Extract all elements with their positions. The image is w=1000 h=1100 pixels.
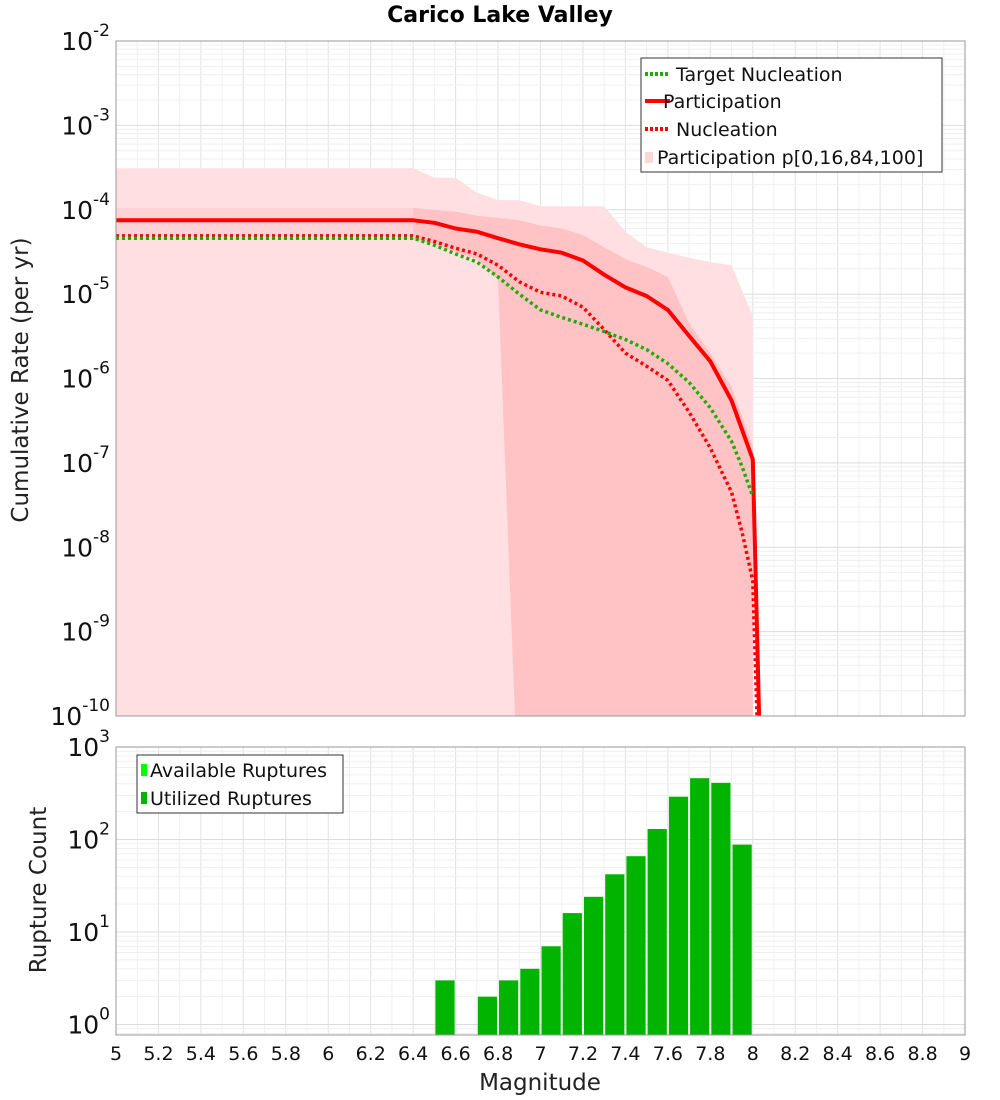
x-tick-label: 7.6 — [653, 1043, 683, 1065]
x-tick-label: 8.2 — [780, 1043, 810, 1065]
bar — [477, 996, 497, 1035]
bottom-y-axis-label: Rupture Count — [26, 807, 52, 973]
x-tick-label: 8.6 — [865, 1043, 895, 1065]
x-tick-label: 5 — [110, 1043, 122, 1065]
bar — [690, 778, 710, 1035]
bottom-y-ticks: 100 101 102 103 — [67, 727, 110, 1040]
x-tick-label: 5.8 — [271, 1043, 301, 1065]
x-axis-label: Magnitude — [479, 1070, 601, 1096]
top-y-axis-label: Cumulative Rate (per yr) — [8, 237, 34, 522]
bar — [605, 874, 625, 1035]
bottom-y-tick-label: 103 — [67, 727, 110, 762]
x-tick-label: 6.2 — [356, 1043, 386, 1065]
series-line-nucleation — [116, 234, 759, 717]
top-series — [116, 218, 762, 717]
legend-participation-band-swatch — [645, 152, 653, 163]
top-bands — [116, 168, 753, 717]
series-line-participation — [116, 218, 762, 717]
x-tick-label: 7.4 — [610, 1043, 640, 1065]
x-tick-label: 5.2 — [143, 1043, 173, 1065]
x-tick-label: 8 — [747, 1043, 759, 1065]
participation-band-inner-left — [116, 207, 414, 240]
legend-available-ruptures-swatch — [141, 764, 147, 776]
bar — [668, 796, 689, 1035]
x-tick-label: 7.8 — [695, 1043, 725, 1065]
top-y-tick-label: 10-5 — [61, 274, 110, 309]
x-tick-label: 6.4 — [398, 1043, 428, 1065]
top-legend: Target Nucleation Participation Nucleation… — [640, 57, 943, 173]
bar — [499, 980, 519, 1035]
x-tick-label: 9 — [959, 1043, 971, 1065]
bottom-legend-box — [136, 754, 344, 814]
top-y-ticks: 10-2 10-3 10-4 10-5 10-6 10-7 10-8 10-9 10-10 — [50, 21, 110, 731]
x-tick-label: 7 — [534, 1043, 546, 1065]
bottom-legend: Available Ruptures Utilized Ruptures — [136, 754, 344, 814]
top-y-tick-label: 10-8 — [61, 527, 110, 562]
top-y-tick-label: 10-4 — [61, 190, 110, 225]
bottom-grid — [115, 747, 966, 1035]
legend-utilized-ruptures-swatch — [141, 792, 147, 804]
top-y-tick-label: 10-3 — [61, 105, 110, 140]
bar — [711, 782, 731, 1035]
legend-available-ruptures-label: Available Ruptures — [150, 760, 327, 782]
x-tick-label: 6 — [322, 1043, 334, 1065]
top-y-tick-label: 10-10 — [50, 696, 110, 731]
x-tick-label: 7.2 — [568, 1043, 598, 1065]
legend-utilized-ruptures-label: Utilized Ruptures — [150, 788, 312, 810]
bar — [541, 946, 561, 1035]
bar — [435, 980, 455, 1035]
top-y-tick-label: 10-2 — [61, 21, 110, 56]
bar — [732, 844, 752, 1035]
chart-title: Carico Lake Valley — [387, 3, 613, 28]
bottom-panel: 100 101 102 103 5 5.2 5.4 5.6 5.8 6 6.2 6.4 6.6 6.8 7… — [26, 727, 971, 1096]
top-y-tick-label: 10-6 — [61, 359, 110, 394]
legend-nucleation-label: Nucleation — [676, 119, 778, 141]
x-tick-label: 6.8 — [483, 1043, 513, 1065]
x-tick-label: 5.4 — [186, 1043, 216, 1065]
bar — [520, 968, 540, 1035]
top-legend-box — [640, 57, 943, 173]
top-panel: 10-2 10-3 10-4 10-5 10-6 10-7 10-8 10-9 10-10 Cu… — [8, 21, 966, 731]
top-y-tick-label: 10-7 — [61, 443, 110, 478]
bar — [626, 856, 646, 1035]
legend-participation-band-label: Participation p[0,16,84,100] — [657, 147, 923, 169]
bottom-y-tick-label: 101 — [67, 912, 110, 947]
top-plot-frame — [115, 40, 966, 717]
participation-band-inner — [116, 208, 753, 716]
bar — [647, 829, 667, 1035]
legend-participation-label: Participation — [663, 91, 782, 113]
x-tick-label: 5.6 — [228, 1043, 258, 1065]
bar — [562, 913, 582, 1035]
bottom-plot-frame — [115, 746, 966, 1036]
top-y-tick-label: 10-9 — [61, 612, 110, 647]
bar — [584, 896, 604, 1035]
bottom-bars — [435, 778, 752, 1035]
x-tick-label: 6.6 — [440, 1043, 470, 1065]
x-tick-label: 8.8 — [907, 1043, 937, 1065]
bottom-y-tick-label: 102 — [67, 820, 110, 855]
x-tick-label: 8.4 — [823, 1043, 853, 1065]
legend-target-nucleation-label: Target Nucleation — [675, 64, 843, 86]
x-ticks: 5 5.2 5.4 5.6 5.8 6 6.2 6.4 6.6 6.8 7 7.2 7.4 7.6 7.8 8… — [110, 1043, 971, 1065]
bottom-y-tick-label: 100 — [67, 1005, 110, 1040]
